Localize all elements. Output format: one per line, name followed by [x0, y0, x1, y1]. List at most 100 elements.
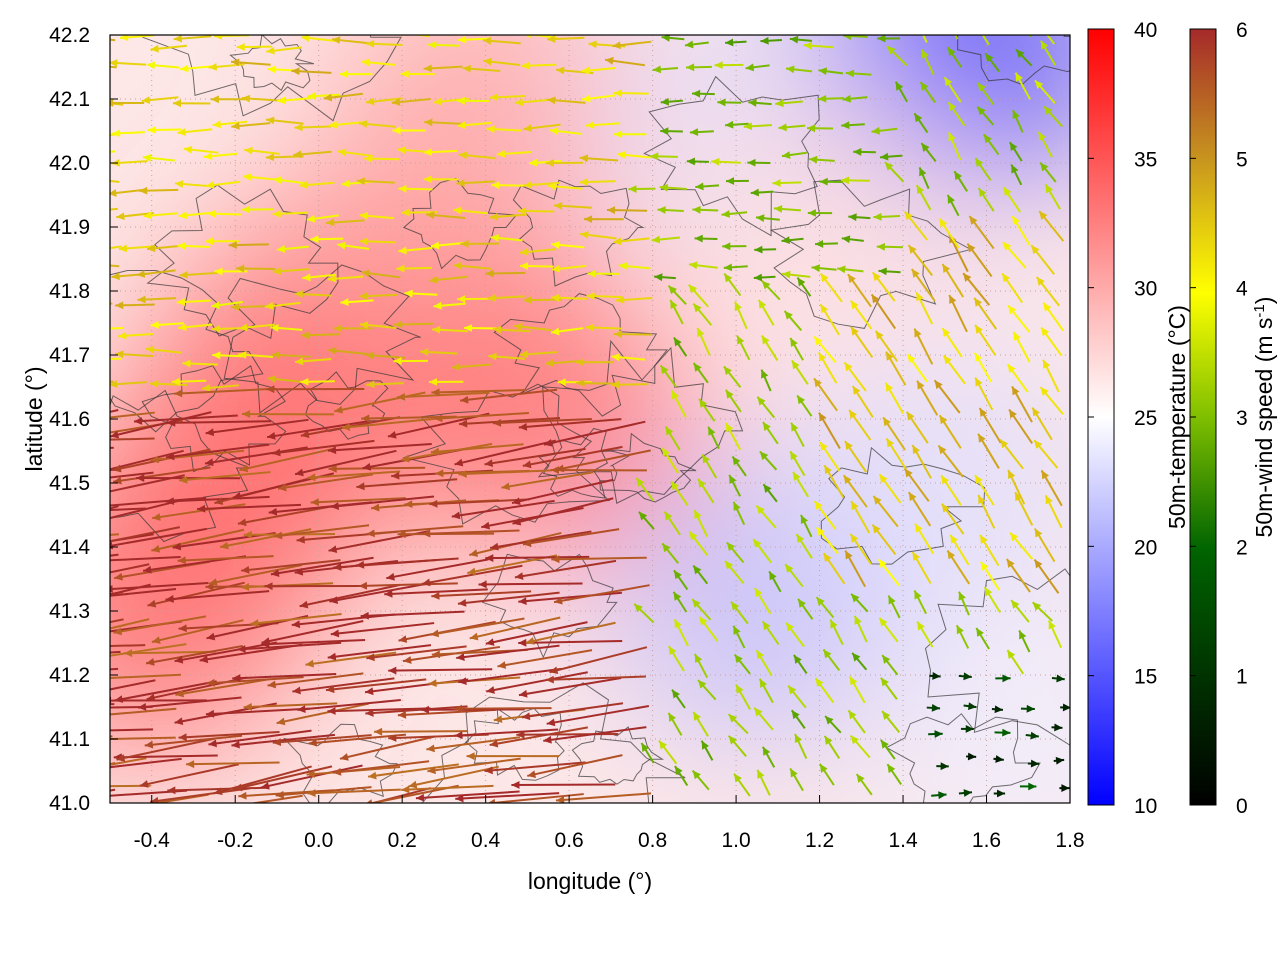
wind-arrow	[691, 598, 712, 621]
wind-arrow	[137, 295, 177, 304]
wind-arrow	[914, 523, 935, 555]
wind-arrow	[920, 49, 935, 76]
wind-arrow	[1034, 79, 1056, 104]
wind-arrow	[1010, 599, 1030, 623]
wind-arrow	[994, 728, 1011, 737]
wind-arrow	[851, 652, 868, 671]
wind-arrow	[1044, 494, 1063, 529]
wind-arrow	[723, 263, 748, 272]
wind-arrow	[394, 320, 434, 329]
wind-arrow	[433, 301, 466, 310]
x-tick-label: 0.4	[471, 829, 501, 852]
wind-colorbar-ticks: 0 1 2 3 4 5 6	[1190, 19, 1248, 818]
wind-arrow	[993, 755, 1004, 763]
wind-arrow	[958, 591, 970, 616]
wind-arrow	[1005, 558, 1031, 593]
wind-arrow	[178, 622, 279, 633]
wind-arrow	[879, 152, 903, 161]
wind-arrow	[110, 643, 187, 657]
contour-line	[141, 364, 287, 473]
wind-arrow	[492, 325, 531, 334]
wind-arrow	[841, 121, 865, 130]
wind-arrow	[167, 418, 272, 427]
x-axis-label: longitude (°)	[528, 868, 652, 894]
wind-arrow	[110, 264, 120, 268]
wind-arrow	[179, 471, 271, 484]
wind-arrow	[635, 477, 655, 502]
wind-arrow	[811, 264, 837, 273]
wind-arrow	[325, 218, 365, 227]
wind-arrow	[404, 289, 438, 298]
wind-arrow	[396, 391, 490, 401]
wind-arrow	[847, 273, 872, 308]
wind-arrow	[485, 621, 588, 646]
wind-arrow	[457, 35, 492, 44]
wind-arrow	[946, 46, 963, 68]
wind-arrow	[753, 707, 774, 731]
wind-arrow	[941, 263, 965, 298]
wind-arrow	[976, 82, 995, 105]
wind-arrow	[374, 727, 468, 736]
wind-arrow	[364, 154, 400, 163]
wind-arrow	[670, 390, 687, 418]
contour-line	[643, 75, 820, 237]
wind-arrow	[171, 377, 207, 386]
wind-arrow	[458, 667, 562, 686]
wind-arrow	[755, 649, 773, 677]
wind-arrow	[761, 280, 781, 301]
contour-line	[146, 184, 339, 340]
wind-arrow	[628, 185, 656, 193]
wind-arrow	[143, 211, 179, 220]
wind-arrow	[207, 209, 242, 218]
wind-arrow	[916, 621, 934, 648]
wind-arrow	[543, 420, 646, 447]
wind-arrow	[693, 653, 709, 679]
wind-arrow	[206, 676, 304, 687]
wind-arrow	[422, 529, 520, 538]
wind-arrow	[968, 215, 995, 250]
wind-arrow	[936, 762, 949, 771]
wind-arrow	[110, 411, 155, 419]
wind-arrow	[1040, 326, 1063, 357]
wind-arrow	[238, 351, 274, 359]
wind-arrow	[795, 533, 813, 559]
wind-arrow	[775, 99, 803, 108]
wind-arrow	[882, 416, 906, 451]
wind-arrow	[717, 98, 742, 107]
wind-arrow	[817, 352, 838, 384]
wind-arrow	[123, 649, 216, 658]
wind-arrow	[330, 622, 435, 638]
wind-arrow	[457, 121, 492, 130]
y-tick-label: 41.3	[49, 600, 90, 623]
wind-arrow	[261, 620, 364, 645]
wind-arrow	[456, 96, 490, 105]
wind-arrow	[824, 715, 842, 734]
wind-arrow	[579, 230, 617, 240]
wind-arrow	[145, 345, 182, 354]
wind-arrow	[1002, 186, 1022, 213]
wind-arrow	[167, 786, 270, 795]
wind-arrow	[490, 234, 523, 242]
wind-arrow	[926, 703, 941, 712]
wind-arrow	[711, 157, 741, 166]
wind-arrow	[785, 65, 813, 74]
wind-arrow	[141, 96, 179, 105]
wind-arrow	[367, 763, 459, 780]
wind-arrow	[606, 206, 648, 215]
wind-arrow	[586, 292, 623, 300]
wind-arrow	[511, 478, 614, 506]
wind-arrow	[1007, 304, 1031, 333]
wind-arrow	[110, 449, 184, 471]
wind-arrow	[789, 450, 806, 477]
wind-arrow	[962, 272, 990, 306]
wind-arrow	[688, 261, 718, 270]
wind-arrow	[182, 359, 218, 368]
wind-arrow	[887, 595, 901, 619]
wind-arrow	[922, 35, 928, 43]
wind-arrow	[1033, 558, 1060, 594]
wind-arrow	[818, 412, 841, 450]
wind-arrow	[673, 569, 689, 591]
wind-arrow	[783, 310, 803, 332]
wind-arrow	[907, 491, 932, 527]
wind-arrow	[725, 120, 749, 129]
